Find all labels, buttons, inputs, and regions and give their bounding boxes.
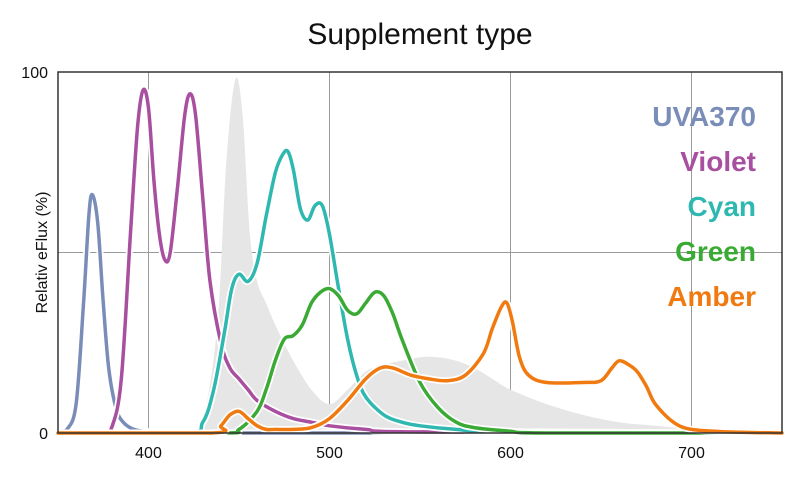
x-tick-label: 600 [497,445,524,462]
legend-item-amber: Amber [667,281,756,312]
plot-frame [57,71,783,434]
tick-labels: 400 500 600 700 0 100 [21,65,705,462]
series-line-amber [56,300,784,435]
x-tick-label: 700 [678,445,705,462]
series-layer [54,85,786,437]
background-spectrum-area [58,77,782,433]
chart-title: Supplement type [307,18,533,51]
series-line-cyan [56,148,784,435]
y-tick-label: 0 [39,426,48,443]
legend-item-violet: Violet [680,146,756,177]
legend: UVA370 Violet Cyan Green Amber [652,101,756,312]
y-tick-label: 100 [21,65,48,82]
background-spectrum-layer [58,77,782,433]
y-axis-label: Relativ eFlux (%) [34,192,51,314]
x-tick-label: 500 [316,445,343,462]
series-line-violet [56,87,784,435]
series-line-green [56,286,784,435]
legend-item-green: Green [675,236,756,267]
legend-item-uva370: UVA370 [652,101,756,132]
legend-item-cyan: Cyan [688,191,756,222]
x-tick-label: 400 [135,445,162,462]
